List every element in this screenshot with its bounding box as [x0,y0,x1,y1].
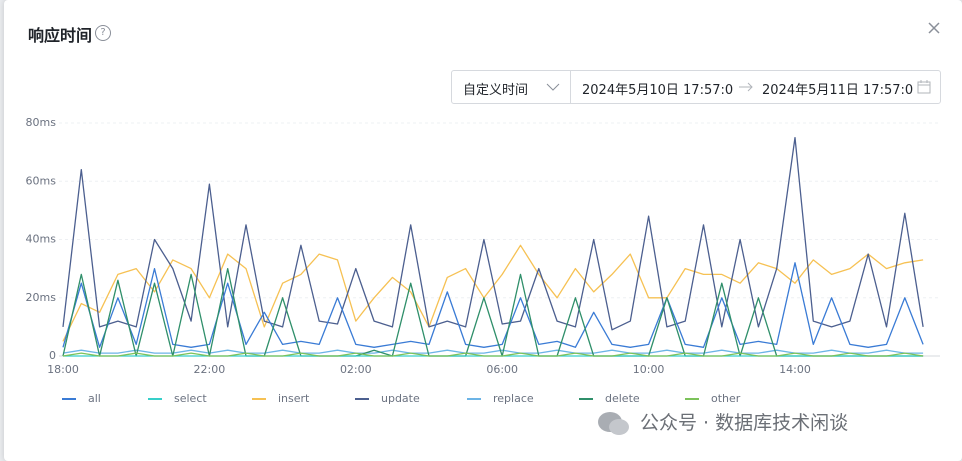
x-tick-label: 06:00 [486,363,518,376]
calendar-icon [917,80,931,94]
x-tick-label: 10:00 [633,363,665,376]
legend-label: all [88,392,101,405]
modal: 响应时间 ? 自定义时间 2024年5月10日 17:57:0 2024年5月1… [4,0,962,461]
y-tick-label: 60ms [26,174,57,187]
legend-label: replace [493,392,534,405]
legend-label: select [174,392,207,405]
watermark: 公众号 · 数据库技术闲谈 [640,412,849,434]
dropdown-arrow [546,83,560,91]
legend-label: update [381,392,420,405]
legend-label: other [711,392,741,405]
legend-label: insert [278,392,310,405]
x-tick-label: 22:00 [194,363,226,376]
legend-label: delete [605,392,640,405]
separator [570,71,571,103]
close-button[interactable] [924,18,944,38]
range-arrow [739,82,753,92]
mode-select[interactable]: 自定义时间 [463,83,529,98]
modal-title: 响应时间 [28,26,93,45]
series-line [62,352,924,357]
y-tick-label: 0 [49,349,56,362]
x-tick-label: 14:00 [779,363,811,376]
help-icon[interactable]: ? [95,25,111,41]
start-date[interactable]: 2024年5月10日 17:57:0 [582,83,734,98]
x-tick-label: 02:00 [340,363,372,376]
y-tick-label: 20ms [26,291,57,304]
date-range-picker[interactable]: 自定义时间 2024年5月10日 17:57:0 2024年5月11日 17:5… [451,70,941,104]
y-tick-label: 80ms [26,116,57,129]
x-tick-label: 18:00 [47,363,79,376]
series-line [62,262,924,348]
end-date[interactable]: 2024年5月11日 17:57:0 [762,83,914,98]
series-line [62,244,924,342]
series-line [62,349,924,354]
y-tick-label: 40ms [26,233,57,246]
wechat-icon [598,412,629,435]
series-line [62,136,924,331]
